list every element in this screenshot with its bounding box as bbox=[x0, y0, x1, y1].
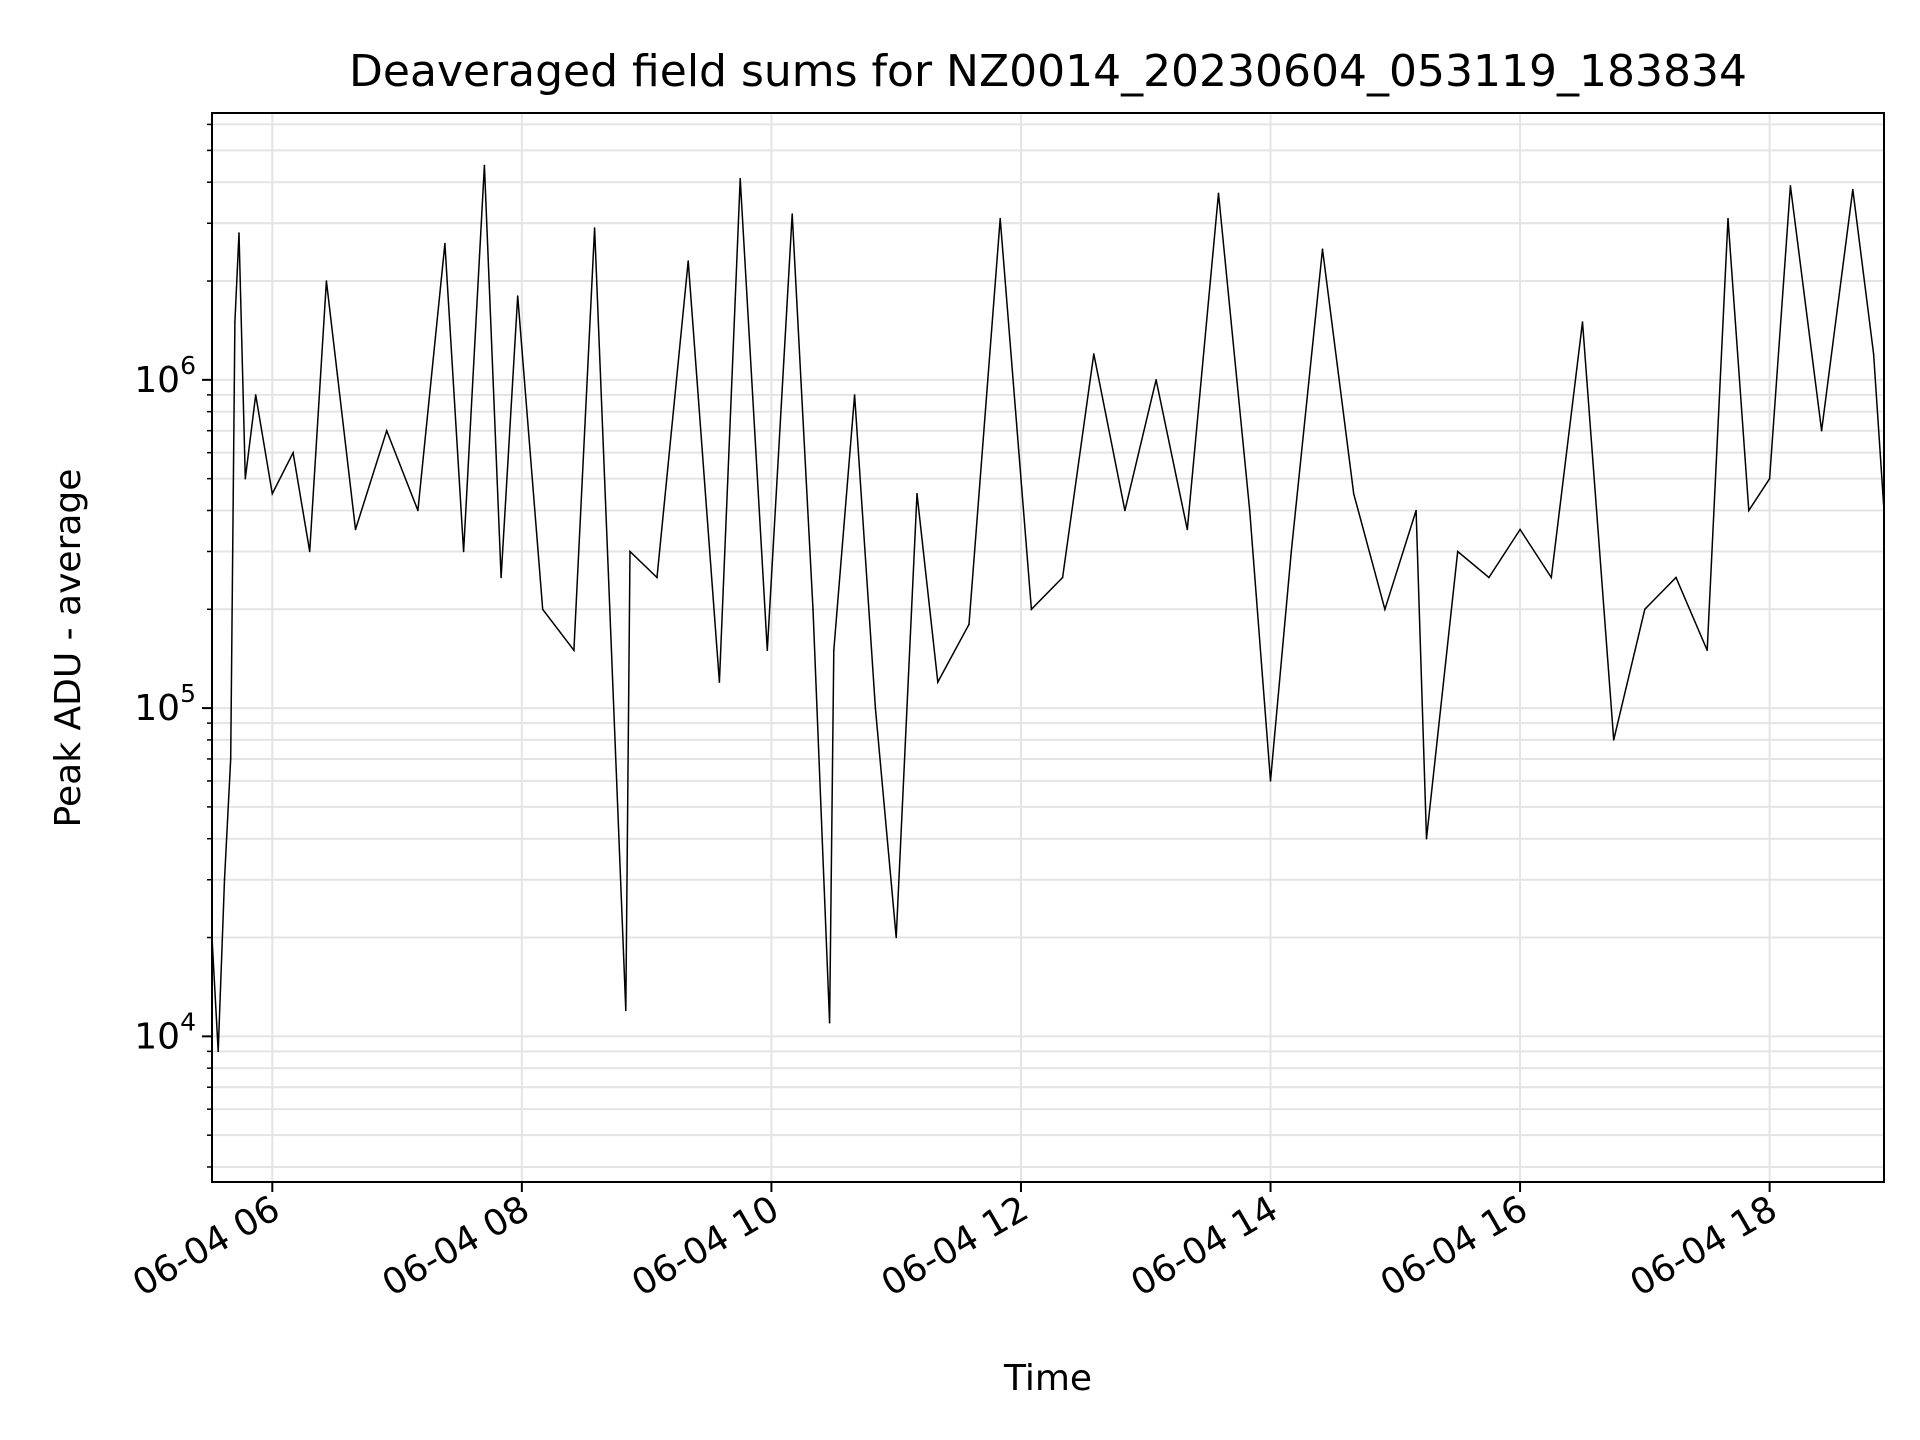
data-point bbox=[1820, 429, 1823, 432]
data-point bbox=[483, 164, 486, 167]
data-point bbox=[244, 477, 247, 480]
data-point bbox=[1789, 185, 1792, 187]
data-point bbox=[766, 649, 769, 652]
data-point bbox=[828, 1022, 831, 1024]
data-point bbox=[292, 451, 294, 454]
data-point bbox=[1321, 248, 1324, 250]
data-point bbox=[271, 492, 274, 495]
data-point bbox=[229, 758, 232, 760]
data-point bbox=[629, 550, 631, 553]
data-point bbox=[1550, 576, 1553, 579]
data-point bbox=[1030, 608, 1033, 611]
data-point bbox=[656, 576, 658, 579]
data-point bbox=[325, 280, 328, 282]
data-point bbox=[968, 623, 970, 626]
x-axis-label: Time bbox=[1003, 1358, 1092, 1399]
data-point bbox=[687, 260, 689, 262]
data-point bbox=[1852, 188, 1854, 191]
data-point bbox=[1675, 576, 1677, 579]
data-point bbox=[833, 649, 835, 652]
data-point bbox=[1612, 739, 1615, 741]
data-point bbox=[812, 608, 814, 611]
data-point bbox=[1727, 217, 1729, 220]
data-point bbox=[1748, 509, 1750, 512]
series-layer bbox=[211, 164, 1885, 1053]
data-point bbox=[1217, 192, 1220, 195]
y-tick-label: 104 bbox=[134, 1007, 196, 1057]
chart-title: Deaveraged field sums for NZ0014_2023060… bbox=[349, 46, 1747, 97]
data-point bbox=[1124, 509, 1126, 512]
data-point bbox=[791, 213, 793, 215]
data-point bbox=[1061, 576, 1064, 579]
plot-frame bbox=[211, 112, 1885, 1183]
y-tick-label: 105 bbox=[134, 679, 196, 729]
data-point bbox=[1093, 353, 1095, 355]
data-point bbox=[1186, 528, 1189, 531]
data-point bbox=[853, 394, 856, 396]
data-point bbox=[444, 242, 446, 245]
data-point bbox=[1352, 492, 1355, 495]
data-point bbox=[593, 227, 596, 229]
data-point bbox=[1415, 509, 1417, 512]
data-point bbox=[718, 681, 721, 683]
data-point bbox=[999, 217, 1001, 220]
data-point bbox=[238, 232, 240, 234]
data-point bbox=[217, 1050, 219, 1053]
data-point bbox=[1581, 321, 1584, 323]
data-point bbox=[234, 321, 236, 323]
data-point bbox=[874, 707, 877, 709]
data-point bbox=[739, 177, 741, 180]
data-point bbox=[354, 528, 357, 531]
grid bbox=[212, 113, 1884, 1182]
data-point bbox=[573, 649, 575, 652]
data-point bbox=[417, 509, 419, 512]
y-axis-label: Peak ADU - average bbox=[48, 469, 89, 828]
data-point bbox=[1384, 608, 1386, 611]
y-axis: 104 105 106 bbox=[134, 123, 212, 1168]
data-point bbox=[1290, 550, 1293, 553]
data-point bbox=[895, 936, 897, 939]
data-point bbox=[462, 550, 465, 553]
data-point bbox=[1155, 379, 1157, 381]
data-point bbox=[308, 550, 311, 553]
data-point bbox=[516, 295, 519, 297]
y-tick-label: 106 bbox=[134, 351, 196, 401]
data-point bbox=[1456, 550, 1459, 553]
data-point bbox=[500, 576, 502, 579]
data-point bbox=[1519, 528, 1521, 531]
data-point bbox=[1488, 576, 1490, 579]
data-point bbox=[1706, 649, 1708, 652]
data-point bbox=[1425, 837, 1428, 840]
data-point bbox=[1644, 608, 1646, 611]
data-point bbox=[916, 492, 918, 495]
data-point bbox=[541, 608, 544, 611]
data-point bbox=[1872, 353, 1875, 355]
data-point bbox=[385, 429, 388, 432]
data-point bbox=[254, 394, 257, 396]
data-point bbox=[1248, 509, 1251, 512]
data-point bbox=[937, 681, 939, 683]
data-point bbox=[1269, 780, 1272, 782]
data-point bbox=[1768, 477, 1771, 480]
data-point bbox=[223, 878, 226, 881]
data-point bbox=[625, 1009, 627, 1012]
